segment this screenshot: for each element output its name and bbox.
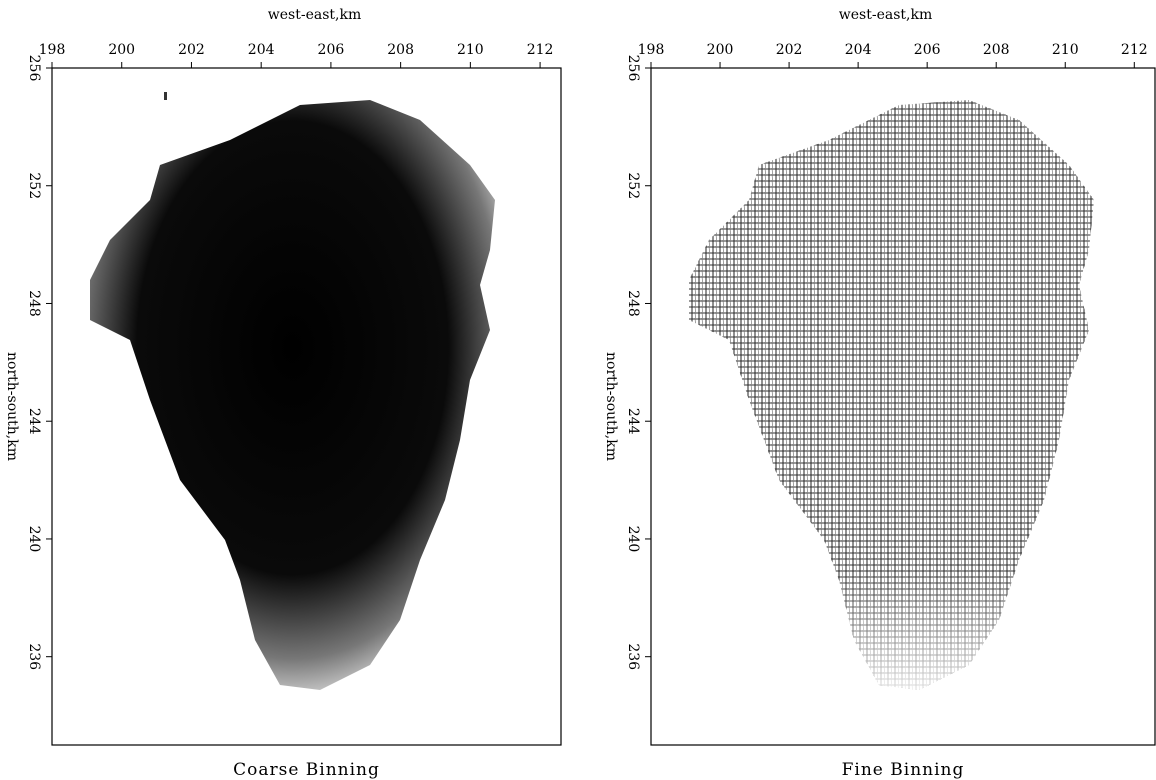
y-tick-label: 248: [625, 290, 641, 317]
x-tick-label: 202: [178, 42, 205, 58]
x-tick-label: 210: [457, 42, 484, 58]
x-tick-label: 210: [1052, 42, 1079, 58]
x-tick-label: 200: [707, 42, 734, 58]
x-tick-label: 204: [845, 42, 872, 58]
coarse-image: [90, 92, 495, 690]
y-tick-label: 248: [26, 290, 42, 317]
x-tick-label: 206: [318, 42, 345, 58]
caption: Coarse Binning: [233, 760, 380, 780]
y-axis-label: north-south,km: [4, 352, 20, 461]
x-tick-label: 212: [1121, 42, 1148, 58]
y-tick-label: 256: [625, 55, 641, 82]
x-tick-label: 206: [914, 42, 941, 58]
x-axis-label: west-east,km: [268, 7, 361, 23]
y-tick-label: 252: [26, 172, 42, 199]
x-tick-label: 208: [387, 42, 414, 58]
y-tick-label: 244: [625, 408, 641, 435]
y-tick-label: 252: [625, 172, 641, 199]
y-tick-label: 236: [26, 643, 42, 670]
y-tick-label: 244: [26, 408, 42, 435]
x-tick-label: 202: [776, 42, 803, 58]
x-axis-label: west-east,km: [839, 7, 932, 23]
x-tick-label: 198: [39, 42, 66, 58]
axes-frame: [51, 67, 562, 746]
y-tick-label: 240: [625, 526, 641, 553]
x-tick-label: 204: [248, 42, 275, 58]
y-tick-label: 240: [26, 526, 42, 553]
caption: Fine Binning: [842, 760, 965, 780]
y-tick-label: 256: [26, 55, 42, 82]
fine-image: [689, 100, 1094, 690]
axes-frame: [650, 67, 1156, 746]
y-axis-label: north-south,km: [603, 352, 619, 461]
x-tick-label: 198: [638, 42, 665, 58]
x-tick-label: 208: [983, 42, 1010, 58]
y-tick-label: 236: [625, 643, 641, 670]
x-tick-label: 212: [527, 42, 554, 58]
x-tick-label: 200: [108, 42, 135, 58]
